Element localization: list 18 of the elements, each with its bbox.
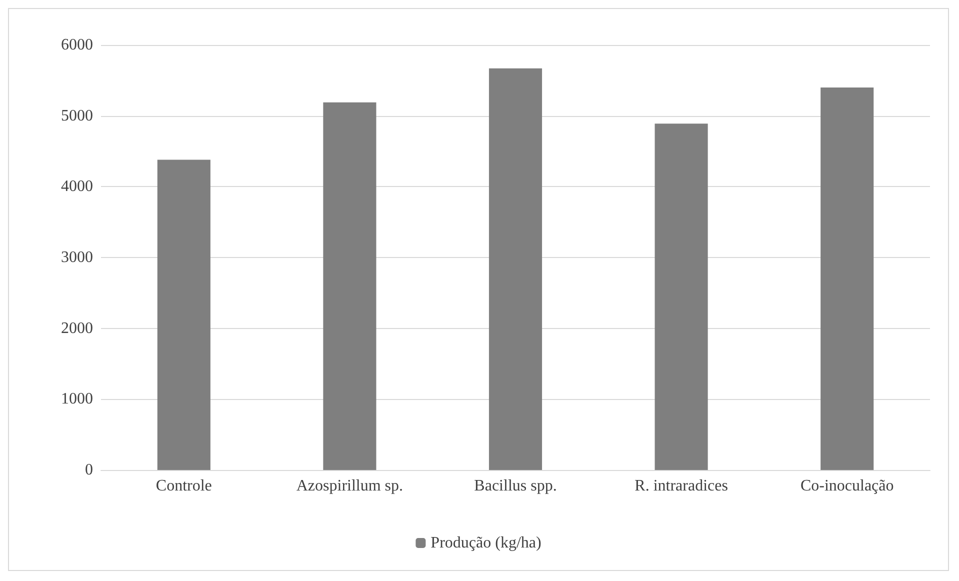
x-tick-label: Controle [156,478,212,494]
x-tick-label: Co-inoculação [800,478,894,494]
bar [323,102,376,470]
y-tick-label: 5000 [61,107,93,124]
y-tick-label: 1000 [61,390,93,408]
y-tick-label: 4000 [61,178,93,196]
bar [820,88,874,470]
y-tick-label: 6000 [61,36,93,54]
y-tick-label: 2000 [61,320,93,337]
x-tick-label: Bacillus spp. [474,478,557,494]
y-tick-label: 0 [85,462,93,478]
legend-label: Produção (kg/ha) [430,534,542,552]
x-tick-label: Azospirillum sp. [296,478,404,494]
y-tick-label: 3000 [61,249,93,266]
bar [654,124,708,470]
x-tick-label: R. intraradices [634,478,728,494]
bar [488,68,542,470]
bar [157,160,210,470]
